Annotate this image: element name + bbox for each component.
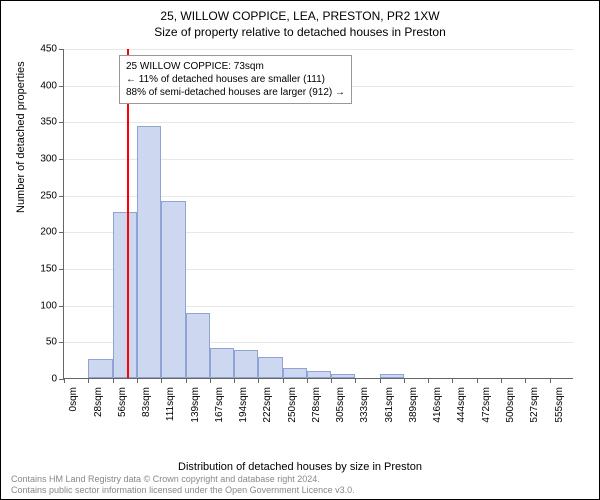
x-tick-label: 83sqm	[141, 387, 152, 431]
x-tick	[477, 378, 478, 383]
plot-region: 0501001502002503003504004500sqm28sqm56sq…	[63, 49, 573, 379]
x-tick-label: 250sqm	[287, 387, 298, 431]
x-tick-label: 278sqm	[311, 387, 322, 431]
annotation-line: 88% of semi-detached houses are larger (…	[126, 86, 345, 99]
x-axis-label: Distribution of detached houses by size …	[1, 461, 599, 473]
x-tick-label: 555sqm	[554, 387, 565, 431]
histogram-bar	[380, 374, 404, 378]
histogram-bar	[137, 126, 161, 378]
y-axis-label: Number of detached properties	[15, 61, 27, 213]
x-tick-label: 139sqm	[190, 387, 201, 431]
x-tick	[113, 378, 114, 383]
y-tick	[59, 342, 64, 343]
y-tick-label: 200	[40, 227, 57, 238]
x-tick-label: 527sqm	[529, 387, 540, 431]
x-tick-label: 305sqm	[335, 387, 346, 431]
x-tick	[307, 378, 308, 383]
y-tick	[59, 196, 64, 197]
x-tick	[234, 378, 235, 383]
y-tick	[59, 122, 64, 123]
x-tick-label: 222sqm	[262, 387, 273, 431]
y-tick	[59, 269, 64, 270]
x-tick	[331, 378, 332, 383]
x-tick	[283, 378, 284, 383]
y-tick-label: 450	[40, 44, 57, 55]
histogram-bar	[88, 359, 112, 378]
histogram-bar	[234, 350, 258, 378]
y-tick-label: 250	[40, 190, 57, 201]
x-tick	[404, 378, 405, 383]
y-tick-label: 350	[40, 117, 57, 128]
x-tick-label: 472sqm	[481, 387, 492, 431]
x-tick	[355, 378, 356, 383]
x-tick	[501, 378, 502, 383]
histogram-bar	[161, 201, 185, 378]
x-tick-label: 194sqm	[238, 387, 249, 431]
footer: Contains HM Land Registry data © Crown c…	[11, 474, 355, 497]
y-tick-label: 300	[40, 154, 57, 165]
x-tick	[258, 378, 259, 383]
x-tick	[380, 378, 381, 383]
y-tick-label: 150	[40, 264, 57, 275]
y-tick-label: 400	[40, 80, 57, 91]
footer-line: Contains public sector information licen…	[11, 485, 355, 497]
histogram-bar	[186, 313, 210, 378]
x-tick-label: 389sqm	[408, 387, 419, 431]
x-tick-label: 416sqm	[432, 387, 443, 431]
chart-container: 25, WILLOW COPPICE, LEA, PRESTON, PR2 1X…	[0, 0, 600, 500]
x-tick-label: 0sqm	[68, 387, 79, 431]
y-tick-label: 0	[51, 374, 57, 385]
x-tick-label: 444sqm	[456, 387, 467, 431]
x-tick-label: 56sqm	[117, 387, 128, 431]
chart-title: 25, WILLOW COPPICE, LEA, PRESTON, PR2 1X…	[1, 1, 599, 23]
x-tick	[186, 378, 187, 383]
chart-subtitle: Size of property relative to detached ho…	[1, 23, 599, 39]
annotation-line: ← 11% of detached houses are smaller (11…	[126, 73, 345, 86]
x-tick-label: 361sqm	[384, 387, 395, 431]
y-tick	[59, 49, 64, 50]
y-tick-label: 100	[40, 300, 57, 311]
histogram-bar	[258, 357, 282, 378]
grid-line	[64, 49, 574, 50]
histogram-bar	[113, 212, 137, 378]
x-tick-label: 167sqm	[214, 387, 225, 431]
y-tick	[59, 159, 64, 160]
x-tick	[550, 378, 551, 383]
chart-area: 0501001502002503003504004500sqm28sqm56sq…	[63, 49, 573, 407]
x-tick	[88, 378, 89, 383]
y-tick	[59, 86, 64, 87]
x-tick-label: 111sqm	[165, 387, 176, 431]
x-tick-label: 500sqm	[505, 387, 516, 431]
histogram-bar	[210, 348, 234, 378]
x-tick-label: 333sqm	[359, 387, 370, 431]
annotation-line: 25 WILLOW COPPICE: 73sqm	[126, 60, 345, 73]
x-tick	[64, 378, 65, 383]
x-tick	[525, 378, 526, 383]
annotation-box: 25 WILLOW COPPICE: 73sqm ← 11% of detach…	[119, 55, 352, 104]
x-tick	[452, 378, 453, 383]
x-tick	[161, 378, 162, 383]
y-tick	[59, 232, 64, 233]
x-tick	[428, 378, 429, 383]
y-tick-label: 50	[46, 337, 57, 348]
x-tick	[210, 378, 211, 383]
y-tick	[59, 306, 64, 307]
x-tick	[137, 378, 138, 383]
grid-line	[64, 122, 574, 123]
x-tick-label: 28sqm	[93, 387, 104, 431]
footer-line: Contains HM Land Registry data © Crown c…	[11, 474, 355, 486]
histogram-bar	[283, 368, 307, 378]
histogram-bar	[331, 374, 355, 378]
histogram-bar	[307, 371, 331, 378]
